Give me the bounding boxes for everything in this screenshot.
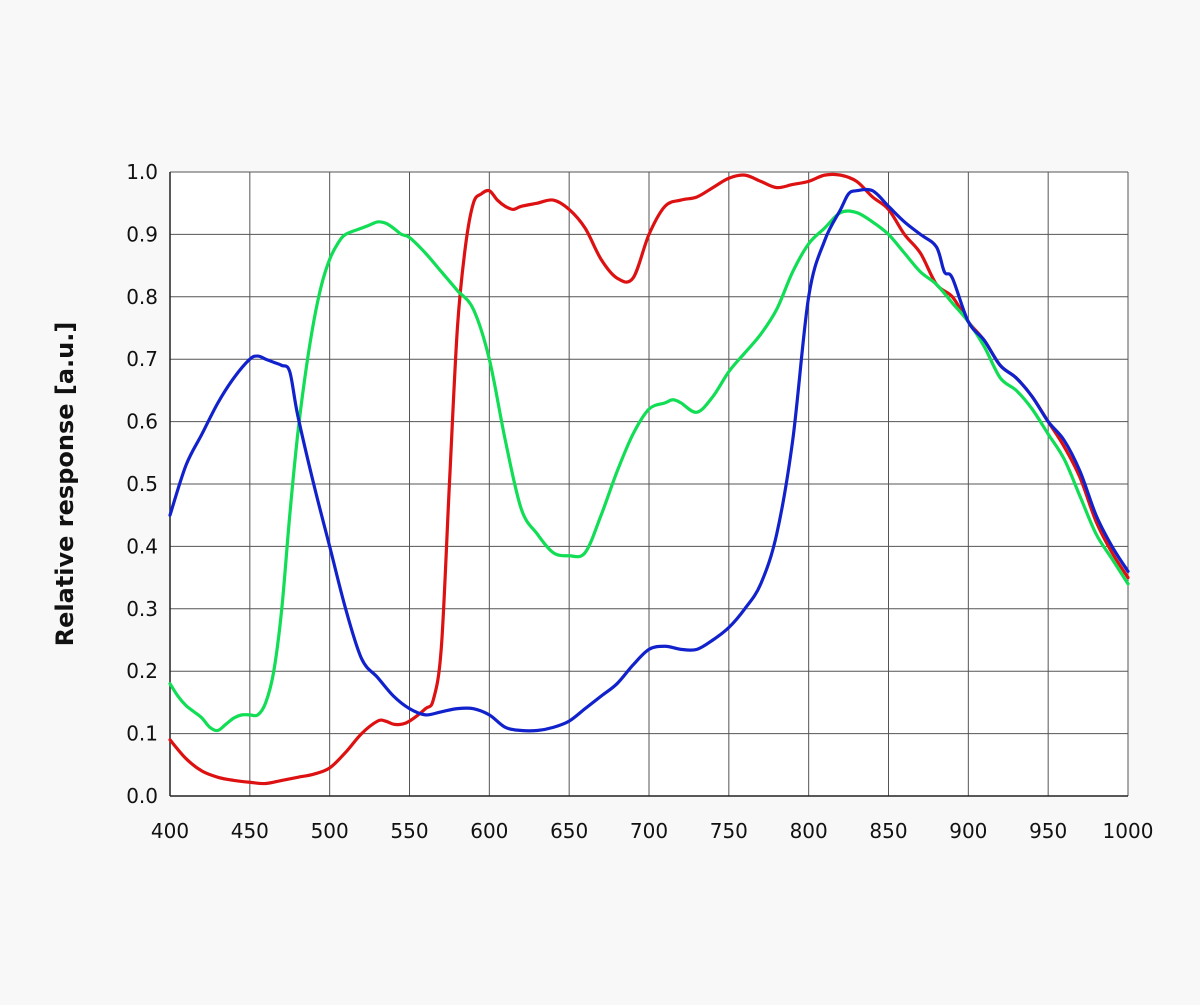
y-tick-label: 0.8 (126, 285, 158, 309)
y-tick-label: 0.7 (126, 347, 158, 371)
series-group (168, 172, 1130, 786)
x-tick-label: 650 (550, 819, 588, 843)
x-tick-label: 850 (869, 819, 907, 843)
x-tick-label: 800 (790, 819, 828, 843)
y-tick-label: 0.0 (126, 784, 158, 808)
x-tick-label: 900 (949, 819, 987, 843)
blue-channel-line (168, 187, 1130, 733)
x-tick-label: 500 (311, 819, 349, 843)
green-channel-line (168, 209, 1130, 733)
x-tick-label: 450 (231, 819, 269, 843)
x-tick-label: 550 (390, 819, 428, 843)
x-tick-label: 1000 (1103, 819, 1154, 843)
y-tick-label: 0.1 (126, 722, 158, 746)
x-tick-label: 700 (630, 819, 668, 843)
x-tick-label: 750 (710, 819, 748, 843)
x-axis-ticks: 400 450 500 550 600 650 700 750 800 850 900 950 1000 (151, 819, 1154, 843)
x-tick-label: 950 (1029, 819, 1067, 843)
y-axis-ticks: 0.0 0.1 0.2 0.3 0.4 0.5 0.6 0.7 0.8 0.9 1.0 (126, 160, 158, 808)
y-tick-label: 0.6 (126, 410, 158, 434)
y-tick-label: 0.5 (126, 472, 158, 496)
y-tick-label: 0.3 (126, 597, 158, 621)
y-tick-label: 1.0 (126, 160, 158, 184)
y-tick-label: 0.2 (126, 659, 158, 683)
y-axis-title: Relative response [a.u.] (51, 322, 79, 647)
x-tick-label: 600 (470, 819, 508, 843)
y-tick-label: 0.9 (126, 222, 158, 246)
x-tick-label: 400 (151, 819, 189, 843)
y-tick-label: 0.4 (126, 534, 158, 558)
grid (169, 171, 1129, 797)
